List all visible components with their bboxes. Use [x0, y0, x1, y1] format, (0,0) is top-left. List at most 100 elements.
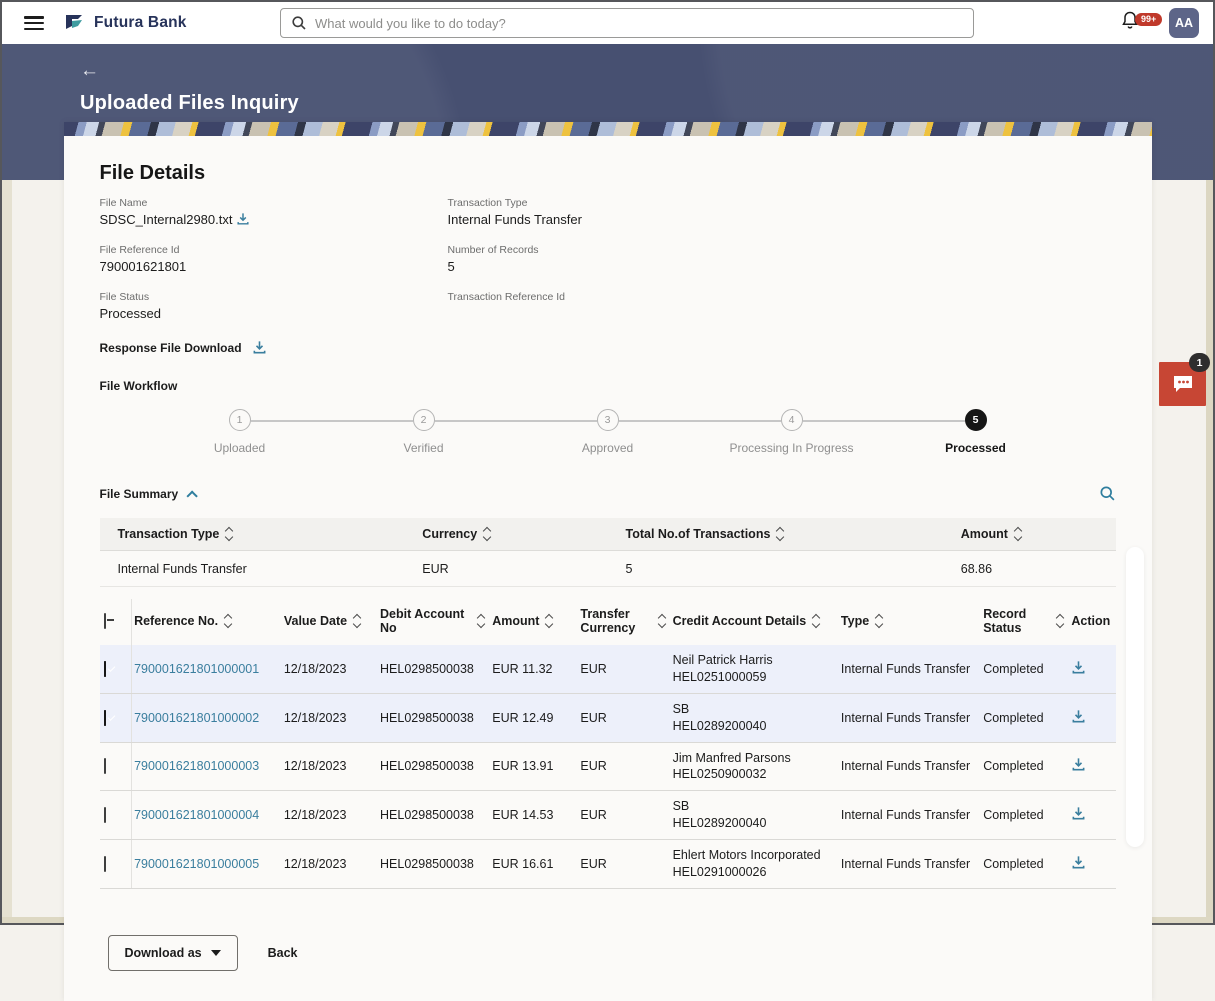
row-checkbox[interactable]: [103, 660, 106, 677]
bell-icon: [1122, 11, 1138, 29]
summary-col-amount[interactable]: Amount: [943, 526, 1116, 542]
type-cell: Internal Funds Transfer: [838, 693, 982, 743]
reference-link[interactable]: 790001621801000005: [134, 856, 260, 871]
table-scrollbar[interactable]: [1126, 547, 1144, 847]
file-summary-label: File Summary: [99, 486, 179, 501]
table-row: 790001621801000002 12/18/2023 HEL0298500…: [99, 693, 1116, 743]
currency-cell: EUR: [578, 693, 671, 743]
row-download-icon[interactable]: [1071, 757, 1086, 772]
file-details-heading: File Details: [99, 162, 206, 184]
col-debit-account[interactable]: Debit Account No: [378, 599, 490, 645]
summary-col-transaction-type[interactable]: Transaction Type: [100, 526, 405, 542]
workflow-step-approved: 3 Approved: [515, 409, 700, 455]
field-label: File Status: [99, 291, 150, 303]
summary-value-total-transactions: 5: [625, 561, 633, 576]
step-number: 5: [964, 409, 987, 431]
global-search[interactable]: [280, 8, 974, 38]
sort-icon: [477, 613, 486, 629]
sort-icon: [482, 526, 492, 542]
step-label: Verified: [403, 441, 444, 455]
brand-logo[interactable]: Futura Bank: [64, 13, 187, 33]
field-value: 5: [447, 259, 455, 274]
summary-value-transaction-type: Internal Funds Transfer: [117, 561, 247, 576]
download-as-button[interactable]: Download as: [107, 934, 238, 971]
value-date-cell: 12/18/2023: [281, 839, 379, 889]
col-value-date[interactable]: Value Date: [282, 599, 378, 645]
value-date-cell: 12/18/2023: [281, 693, 379, 743]
col-record-status[interactable]: Record Status: [981, 599, 1069, 645]
search-input[interactable]: [315, 15, 963, 31]
summary-data-row: Internal Funds Transfer EUR 5 68.86: [99, 551, 1116, 587]
back-button[interactable]: Back: [267, 945, 298, 960]
step-number: 1: [228, 409, 251, 431]
sort-icon: [225, 526, 234, 542]
chevron-down-icon: [210, 949, 221, 956]
transactions-table: Reference No. Value Date Debit Account N…: [99, 599, 1116, 889]
debit-account-cell: HEL0298500038: [378, 742, 491, 792]
file-workflow-stepper: 1 Uploaded 2 Verified 3 Approved 4 Proce…: [148, 409, 1068, 455]
value-date-cell: 12/18/2023: [281, 790, 379, 840]
row-checkbox[interactable]: [103, 709, 106, 726]
col-type[interactable]: Type: [839, 599, 981, 645]
currency-cell: EUR: [578, 790, 671, 840]
type-cell: Internal Funds Transfer: [838, 742, 982, 792]
field-label: File Name: [99, 197, 148, 209]
table-row: 790001621801000001 12/18/2023 HEL0298500…: [99, 645, 1116, 694]
row-checkbox[interactable]: [103, 807, 106, 824]
col-amount[interactable]: Amount: [490, 599, 578, 645]
row-checkbox[interactable]: [103, 855, 106, 872]
table-row: 790001621801000003 12/18/2023 HEL0298500…: [99, 742, 1116, 792]
brand-name: Futura Bank: [94, 14, 187, 31]
row-download-icon[interactable]: [1071, 855, 1086, 870]
select-all-checkbox[interactable]: [103, 613, 106, 629]
notifications-button[interactable]: 99+: [1121, 10, 1163, 36]
table-search-button[interactable]: [1099, 485, 1116, 502]
status-cell: Completed: [981, 693, 1070, 743]
field-label: File Reference Id: [99, 244, 180, 256]
page-title: Uploaded Files Inquiry: [80, 92, 299, 114]
amount-cell: EUR 14.53: [490, 790, 579, 840]
chat-button[interactable]: 1: [1159, 353, 1210, 406]
file-download-icon[interactable]: [236, 212, 250, 226]
file-details-card: File Details File Name SDSC_Internal2980…: [63, 122, 1152, 1001]
col-credit-account-details[interactable]: Credit Account Details: [671, 599, 839, 645]
sort-icon: [223, 613, 233, 629]
sort-icon: [874, 613, 884, 629]
field-transaction-type: Transaction Type Internal Funds Transfer: [448, 197, 1116, 228]
sort-icon: [657, 613, 666, 629]
debit-account-cell: HEL0298500038: [378, 790, 491, 840]
row-download-icon[interactable]: [1071, 660, 1086, 675]
col-reference-no[interactable]: Reference No.: [132, 599, 282, 645]
field-file-reference-id: File Reference Id 790001621801: [100, 244, 448, 275]
notification-count-badge: 99+: [1135, 13, 1163, 26]
page-gutter-left: [2, 180, 12, 923]
credit-details-cell: SB HEL0289200040: [670, 693, 839, 743]
summary-value-currency: EUR: [422, 561, 449, 576]
sort-icon: [776, 526, 785, 542]
table-row: 790001621801000005 12/18/2023 HEL0298500…: [99, 839, 1116, 889]
reference-link[interactable]: 790001621801000004: [134, 808, 260, 823]
step-label: Approved: [581, 441, 634, 455]
currency-cell: EUR: [578, 742, 671, 792]
step-number: 2: [412, 409, 435, 431]
response-file-download-icon[interactable]: [252, 340, 267, 355]
search-icon: [1099, 486, 1114, 501]
row-download-icon[interactable]: [1071, 709, 1086, 724]
type-cell: Internal Funds Transfer: [838, 839, 982, 889]
summary-col-total-transactions[interactable]: Total No.of Transactions: [607, 526, 942, 542]
step-number: 4: [780, 409, 803, 431]
reference-link[interactable]: 790001621801000001: [134, 661, 260, 676]
amount-cell: EUR 11.32: [490, 645, 579, 694]
file-summary-toggle[interactable]: File Summary: [99, 486, 198, 502]
row-download-icon[interactable]: [1071, 806, 1086, 821]
summary-col-currency[interactable]: Currency: [404, 526, 607, 542]
col-transfer-currency[interactable]: Transfer Currency: [578, 599, 670, 645]
futura-bank-logo-icon: [64, 13, 86, 33]
row-checkbox[interactable]: [103, 758, 106, 775]
back-arrow-icon[interactable]: ←: [80, 60, 99, 81]
avatar[interactable]: AA: [1169, 8, 1199, 38]
reference-link[interactable]: 790001621801000003: [134, 759, 260, 774]
reference-link[interactable]: 790001621801000002: [134, 710, 260, 725]
response-file-download-label: Response File Download: [99, 340, 242, 355]
hamburger-menu-icon[interactable]: [24, 16, 44, 30]
